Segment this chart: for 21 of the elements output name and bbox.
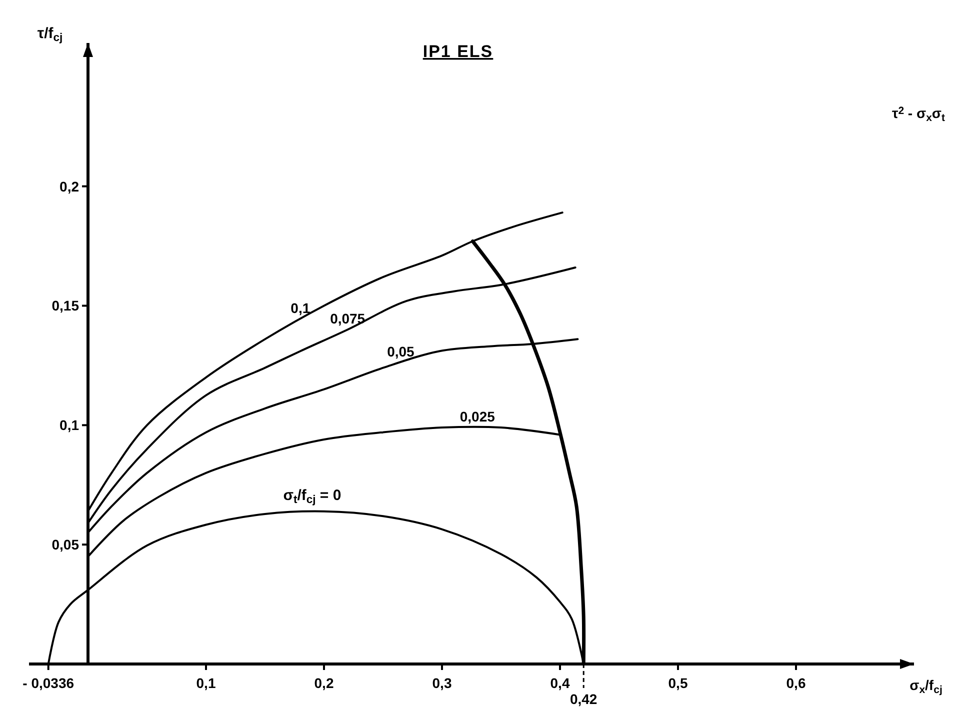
series-label: 0,1 [290, 300, 310, 316]
series-label: 0,075 [330, 310, 366, 327]
x-tick-label: 0,5 [668, 675, 688, 691]
x-tick-label: 0,2 [314, 675, 334, 691]
y-tick-label: 0,15 [52, 298, 80, 314]
series-label: σ$_{t}$/f$_{cj}$ = 0 [283, 486, 342, 506]
y-tick-label: 0,05 [52, 536, 80, 553]
x-tick-label: - 0,0336 [22, 675, 74, 691]
x-tick-label: 0,1 [196, 675, 216, 691]
ref-line-label: 0,42 [570, 691, 598, 707]
y-tick-label: 0,1 [60, 417, 80, 434]
series-label: 0,05 [387, 344, 415, 360]
series-label: 0,025 [460, 408, 496, 425]
annotation: τ$^{2}$ - σ$_{x}$σ$_{t}$ [892, 104, 946, 124]
y-tick-label: 0,2 [60, 178, 80, 194]
y-axis-title: τ/f$_{cj}$ [37, 25, 63, 44]
x-axis-title: σ$_{x}$/f$_{cj}$ [910, 677, 942, 696]
x-tick-label: 0,6 [786, 675, 806, 691]
chart-title: IP1 ELS [422, 42, 494, 61]
x-tick-label: 0,4 [550, 675, 570, 691]
x-tick-label: 0,3 [432, 675, 452, 691]
